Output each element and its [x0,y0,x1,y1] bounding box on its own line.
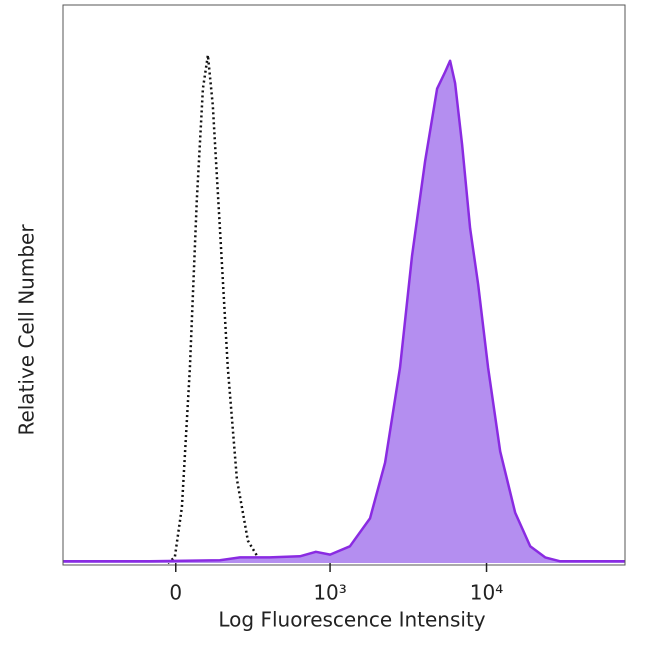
histogram-line [63,59,625,563]
x-tick-label: 10⁴ [470,581,503,605]
plot-frame [62,4,626,566]
x-tick-label: 10³ [313,581,346,605]
x-axis-label: Log Fluorescence Intensity [218,608,485,632]
x-tick-label: 0 [169,581,182,605]
y-axis-label: Relative Cell Number [15,224,39,436]
histogram-area [63,60,625,564]
histogram-line [166,55,267,565]
